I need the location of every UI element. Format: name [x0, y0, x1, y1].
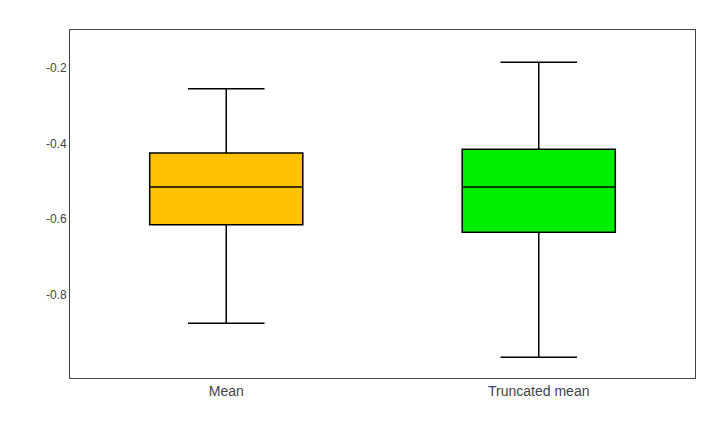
svg-text:Truncated mean: Truncated mean	[488, 383, 589, 399]
svg-text:-0.2: -0.2	[46, 61, 67, 75]
svg-text:-0.8: -0.8	[46, 288, 67, 302]
svg-text:-0.4: -0.4	[46, 137, 67, 151]
svg-text:Mean: Mean	[209, 383, 244, 399]
svg-text:-0.6: -0.6	[46, 212, 67, 226]
